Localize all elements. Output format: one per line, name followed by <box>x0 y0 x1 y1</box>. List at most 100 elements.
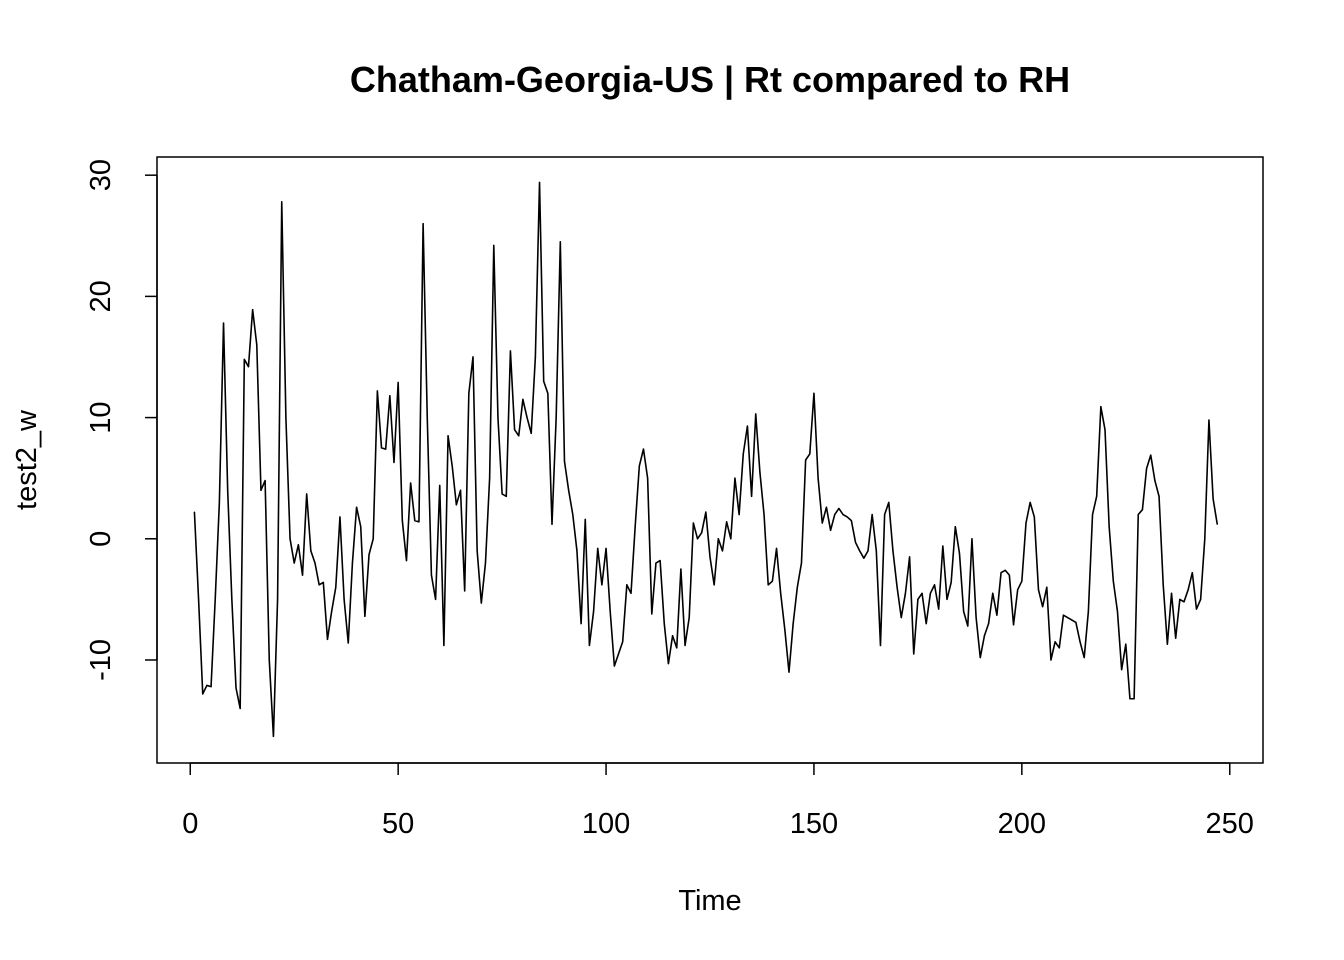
data-point <box>867 550 869 552</box>
data-point <box>825 506 828 508</box>
data-point <box>405 560 408 562</box>
data-point <box>651 613 653 615</box>
data-point <box>505 495 507 497</box>
data-point <box>551 523 553 525</box>
data-point <box>1141 509 1144 511</box>
data-point <box>397 381 399 384</box>
data-points <box>193 181 1218 737</box>
data-point <box>1100 406 1102 408</box>
data-point <box>247 366 250 368</box>
data-point <box>1091 513 1094 516</box>
data-point <box>318 584 320 586</box>
data-point <box>992 592 994 594</box>
data-point <box>1137 513 1139 516</box>
y-tick-label: 0 <box>85 531 117 547</box>
data-point <box>322 581 324 584</box>
data-point <box>1145 467 1148 470</box>
data-point <box>276 598 279 600</box>
data-point <box>343 598 345 600</box>
data-point <box>1170 592 1173 594</box>
data-point <box>775 547 778 550</box>
data-point <box>301 574 304 576</box>
data-point <box>609 610 611 613</box>
data-point <box>592 610 595 613</box>
data-point <box>971 538 973 540</box>
data-point <box>351 562 354 564</box>
data-point <box>913 653 915 655</box>
data-point <box>946 598 948 600</box>
x-tick-label: 50 <box>382 808 414 840</box>
data-point <box>1121 669 1123 671</box>
data-point <box>497 416 499 419</box>
data-point <box>692 522 694 524</box>
data-point <box>443 644 445 647</box>
data-point <box>1033 516 1035 518</box>
data-point <box>464 590 466 592</box>
data-point <box>863 557 865 559</box>
data-point <box>900 616 902 619</box>
data-point <box>293 562 295 564</box>
data-point <box>1200 598 1202 600</box>
data-point <box>638 465 640 467</box>
data-point <box>1054 641 1056 643</box>
data-point <box>314 562 316 564</box>
data-point <box>547 392 549 394</box>
data-point <box>1162 584 1164 586</box>
data-point <box>759 471 761 473</box>
data-point <box>888 501 890 504</box>
data-point <box>580 623 582 625</box>
data-point <box>1150 454 1152 456</box>
data-point <box>522 398 524 400</box>
data-point <box>750 495 753 497</box>
data-point <box>967 625 969 627</box>
data-point <box>1000 572 1002 574</box>
data-point <box>331 610 333 613</box>
data-point <box>243 358 245 360</box>
x-tick-label: 0 <box>182 808 198 840</box>
data-point <box>908 556 911 558</box>
data-point <box>746 425 749 427</box>
data-point <box>871 513 873 516</box>
data-point <box>476 550 478 552</box>
data-point <box>1204 538 1206 540</box>
data-point <box>509 350 512 352</box>
data-point <box>1042 606 1044 608</box>
data-point <box>1166 643 1168 645</box>
data-point <box>1179 598 1181 600</box>
data-point <box>846 516 848 518</box>
data-point <box>339 516 341 518</box>
data-point <box>360 526 362 528</box>
data-point <box>1208 419 1210 421</box>
data-point <box>368 553 370 556</box>
data-point <box>630 592 632 594</box>
data-point <box>1125 643 1127 645</box>
data-point <box>380 447 383 449</box>
data-point <box>717 538 719 540</box>
data-point <box>559 241 561 243</box>
data-point <box>1133 698 1135 700</box>
data-point <box>617 653 620 655</box>
data-point <box>829 529 832 531</box>
data-point <box>568 489 570 491</box>
x-axis: 0 50 100 150 200 250 <box>182 762 1254 840</box>
x-tick-label: 200 <box>998 808 1046 840</box>
data-point <box>393 461 395 464</box>
data-point <box>347 642 349 644</box>
data-point <box>1216 523 1218 525</box>
data-point <box>385 448 387 450</box>
data-point <box>684 644 686 647</box>
data-point <box>1104 429 1106 431</box>
data-point <box>655 562 657 564</box>
data-point <box>875 550 877 552</box>
data-point <box>1183 601 1185 603</box>
data-point <box>817 477 819 479</box>
data-point <box>310 550 312 552</box>
data-point <box>904 592 907 594</box>
data-point <box>227 489 229 491</box>
data-point <box>917 598 919 600</box>
data-point <box>1083 656 1085 659</box>
data-point <box>854 541 857 544</box>
data-point <box>1046 586 1048 588</box>
data-point <box>1004 569 1006 571</box>
